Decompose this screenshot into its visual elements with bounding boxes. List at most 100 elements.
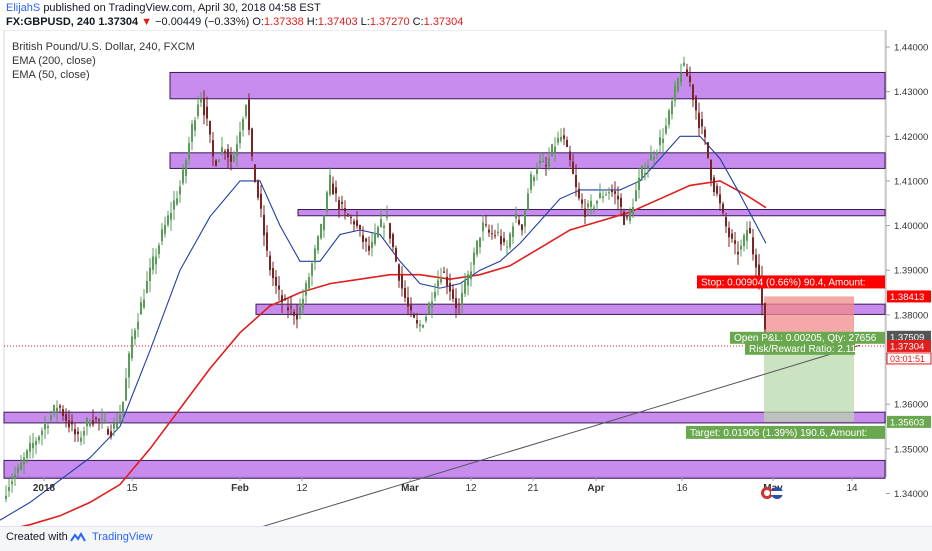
candle: [317, 236, 319, 251]
candle: [200, 99, 202, 103]
chart-header: ElijahS published on TradingView.com, Ap…: [0, 0, 932, 30]
candle: [419, 324, 421, 327]
risk-reward-annotation: Risk/Reward Ratio: 2.11: [749, 344, 857, 355]
ema200-line: [20, 180, 767, 526]
candle: [26, 450, 28, 458]
stop-loss-zone: [764, 296, 854, 337]
x-tick-label: Feb: [231, 483, 249, 494]
candle: [323, 215, 325, 231]
close-label: C:: [412, 16, 424, 28]
candle: [221, 147, 223, 154]
candle: [380, 219, 382, 228]
candle: [86, 418, 88, 427]
candle: [611, 190, 613, 193]
candle: [188, 143, 190, 160]
candle: [401, 274, 403, 289]
candle: [431, 301, 433, 309]
candle: [356, 220, 358, 227]
stop-annotation-box: [697, 275, 885, 289]
legend-ema50: EMA (50, close): [12, 69, 90, 81]
candle: [476, 240, 478, 255]
candle: [647, 164, 649, 169]
candle: [557, 137, 559, 143]
candle: [596, 200, 598, 204]
candle: [449, 283, 451, 292]
close-value: 1.37304: [423, 16, 464, 28]
candle: [392, 234, 394, 248]
candle: [194, 120, 196, 131]
candle: [701, 119, 703, 127]
candle: [104, 420, 106, 422]
candle: [338, 200, 340, 210]
candle: [536, 169, 538, 175]
candle: [23, 457, 25, 465]
candle: [254, 164, 256, 183]
candle: [743, 235, 745, 247]
candle: [386, 216, 388, 218]
candle: [107, 429, 109, 435]
candle: [209, 120, 211, 135]
candle: [554, 146, 556, 153]
candle: [212, 140, 214, 157]
candle: [374, 232, 376, 245]
candle: [236, 144, 238, 156]
x-tick-label: 16: [676, 483, 688, 494]
price-axis-label: [887, 415, 931, 428]
author-link[interactable]: ElijahS: [6, 2, 41, 14]
candle: [494, 235, 496, 237]
candle: [467, 274, 469, 286]
candle: [38, 436, 40, 441]
x-tick-label: 12: [465, 483, 477, 494]
candle: [197, 104, 199, 116]
candle: [425, 316, 427, 321]
candle: [272, 268, 274, 279]
candle: [470, 271, 472, 280]
candle: [632, 206, 634, 215]
candle: [482, 222, 484, 232]
risk-reward-annotation-box: [745, 342, 855, 355]
candle: [707, 142, 709, 158]
candle: [227, 149, 229, 158]
candle: [341, 201, 343, 204]
quote-line: FX:GBPUSD, 240 1.37304 ▼ −0.00449 (−0.33…: [6, 15, 463, 29]
candle: [650, 154, 652, 161]
price-axis-label-text: 1.37304: [890, 341, 924, 352]
price-axis-label-text: 1.35603: [890, 417, 924, 428]
open-pnl-annotation-box: [730, 331, 885, 344]
countdown-label: [886, 352, 932, 365]
candle: [176, 198, 178, 205]
candle: [47, 426, 49, 428]
candle: [239, 132, 241, 144]
candle: [683, 62, 685, 66]
x-tick-label: 21: [527, 483, 539, 494]
candle: [125, 378, 127, 401]
candle: [98, 419, 100, 421]
publish-line: ElijahS published on TradingView.com, Ap…: [6, 1, 321, 15]
candle: [59, 405, 61, 408]
candle: [485, 224, 487, 226]
candle: [230, 154, 232, 162]
candle: [149, 267, 151, 282]
candle: [80, 437, 82, 442]
candle: [89, 423, 91, 426]
candle: [224, 151, 226, 153]
candle: [671, 101, 673, 115]
candle: [464, 280, 466, 294]
candle: [764, 303, 766, 330]
candle: [131, 336, 133, 359]
candle: [62, 409, 64, 416]
candle: [446, 276, 448, 286]
candle: [218, 159, 220, 163]
candle: [710, 159, 712, 181]
candle: [680, 72, 682, 83]
price-chart[interactable]: 1.330001.340001.350001.360001.370001.380…: [0, 30, 932, 526]
candle: [203, 98, 205, 116]
candle: [350, 217, 352, 219]
created-with-label: Created with: [6, 531, 68, 543]
candle: [479, 237, 481, 248]
candle: [269, 255, 271, 271]
tradingview-link[interactable]: TradingView: [92, 531, 153, 543]
us-uk-flag-icon: [761, 487, 783, 499]
x-tick-label: 2018: [33, 483, 56, 494]
candle: [365, 238, 367, 242]
